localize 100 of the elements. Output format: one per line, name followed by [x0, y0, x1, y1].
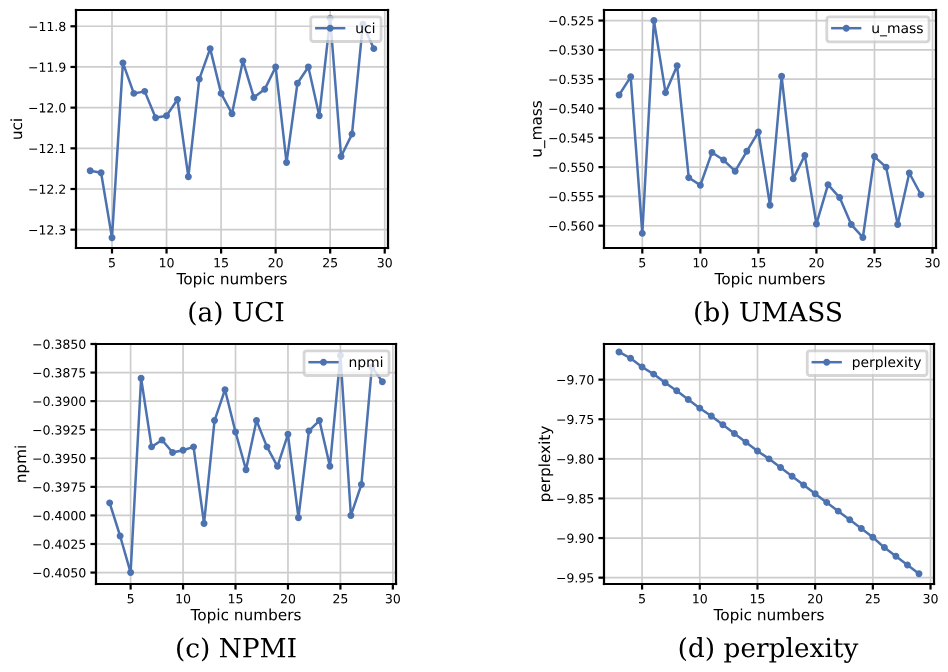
point — [871, 153, 878, 161]
point — [673, 62, 681, 70]
point — [743, 147, 751, 155]
point — [847, 221, 855, 229]
point — [650, 17, 658, 25]
point — [293, 79, 301, 87]
point — [812, 220, 820, 228]
point — [766, 201, 774, 209]
point — [915, 570, 923, 578]
point — [137, 374, 145, 382]
point — [789, 175, 797, 183]
point — [370, 45, 378, 53]
point — [232, 428, 239, 436]
point — [228, 110, 236, 118]
point — [274, 462, 281, 470]
point — [685, 174, 693, 182]
point — [615, 348, 623, 356]
text: (b) UMASS — [695, 301, 842, 326]
point — [894, 221, 902, 229]
point — [650, 370, 658, 378]
point — [765, 455, 773, 463]
point — [294, 514, 302, 522]
line-series — [615, 348, 923, 578]
point — [754, 128, 762, 136]
point — [179, 446, 187, 454]
point — [638, 363, 646, 371]
point — [263, 443, 271, 451]
text: (d) perplexity — [679, 637, 859, 663]
point — [742, 438, 750, 446]
point — [836, 194, 844, 202]
point — [892, 552, 900, 560]
point — [882, 163, 890, 171]
point — [662, 89, 669, 97]
point — [708, 148, 716, 156]
point — [206, 45, 214, 53]
point — [720, 156, 728, 164]
point — [627, 354, 635, 362]
text: (c) NPMI — [177, 637, 296, 662]
text: (a) UCI — [189, 301, 284, 326]
point — [253, 417, 260, 425]
point — [684, 395, 692, 403]
point — [261, 85, 269, 93]
point — [777, 464, 785, 472]
point — [903, 561, 911, 569]
point — [195, 75, 203, 83]
point — [800, 481, 808, 489]
point — [127, 569, 135, 577]
point — [163, 112, 171, 120]
point — [242, 466, 250, 474]
point — [200, 519, 208, 527]
point — [857, 525, 865, 533]
point — [190, 443, 198, 451]
point — [108, 234, 116, 242]
point — [811, 490, 819, 498]
point — [823, 498, 831, 506]
point — [239, 57, 247, 65]
point — [905, 169, 913, 177]
point — [357, 481, 365, 489]
point — [753, 447, 761, 455]
point — [184, 173, 192, 181]
point — [696, 181, 704, 189]
point — [250, 94, 258, 101]
point — [347, 511, 355, 519]
point — [661, 379, 669, 387]
point — [348, 130, 356, 138]
point — [173, 96, 181, 103]
point — [731, 167, 739, 175]
point — [86, 167, 94, 175]
point — [638, 229, 646, 237]
point — [859, 233, 867, 241]
point — [211, 417, 218, 425]
point — [673, 387, 681, 395]
point — [730, 430, 738, 437]
point — [284, 430, 292, 438]
point — [130, 89, 138, 97]
point — [116, 532, 124, 540]
point — [824, 181, 832, 189]
point — [221, 386, 229, 394]
point — [304, 63, 312, 71]
point — [158, 436, 166, 444]
point — [846, 516, 854, 524]
point — [326, 462, 334, 470]
point — [627, 73, 635, 81]
point — [315, 112, 323, 120]
point — [880, 544, 888, 552]
point — [141, 87, 149, 95]
point — [283, 159, 291, 167]
point — [217, 89, 225, 97]
point — [696, 404, 704, 412]
point — [719, 421, 727, 429]
point — [305, 427, 313, 435]
point — [315, 417, 323, 425]
point — [788, 472, 796, 480]
point — [707, 412, 715, 420]
point — [148, 443, 156, 451]
point — [615, 91, 623, 99]
point — [834, 507, 842, 515]
point — [869, 533, 877, 541]
point — [801, 151, 809, 159]
point — [272, 63, 280, 71]
